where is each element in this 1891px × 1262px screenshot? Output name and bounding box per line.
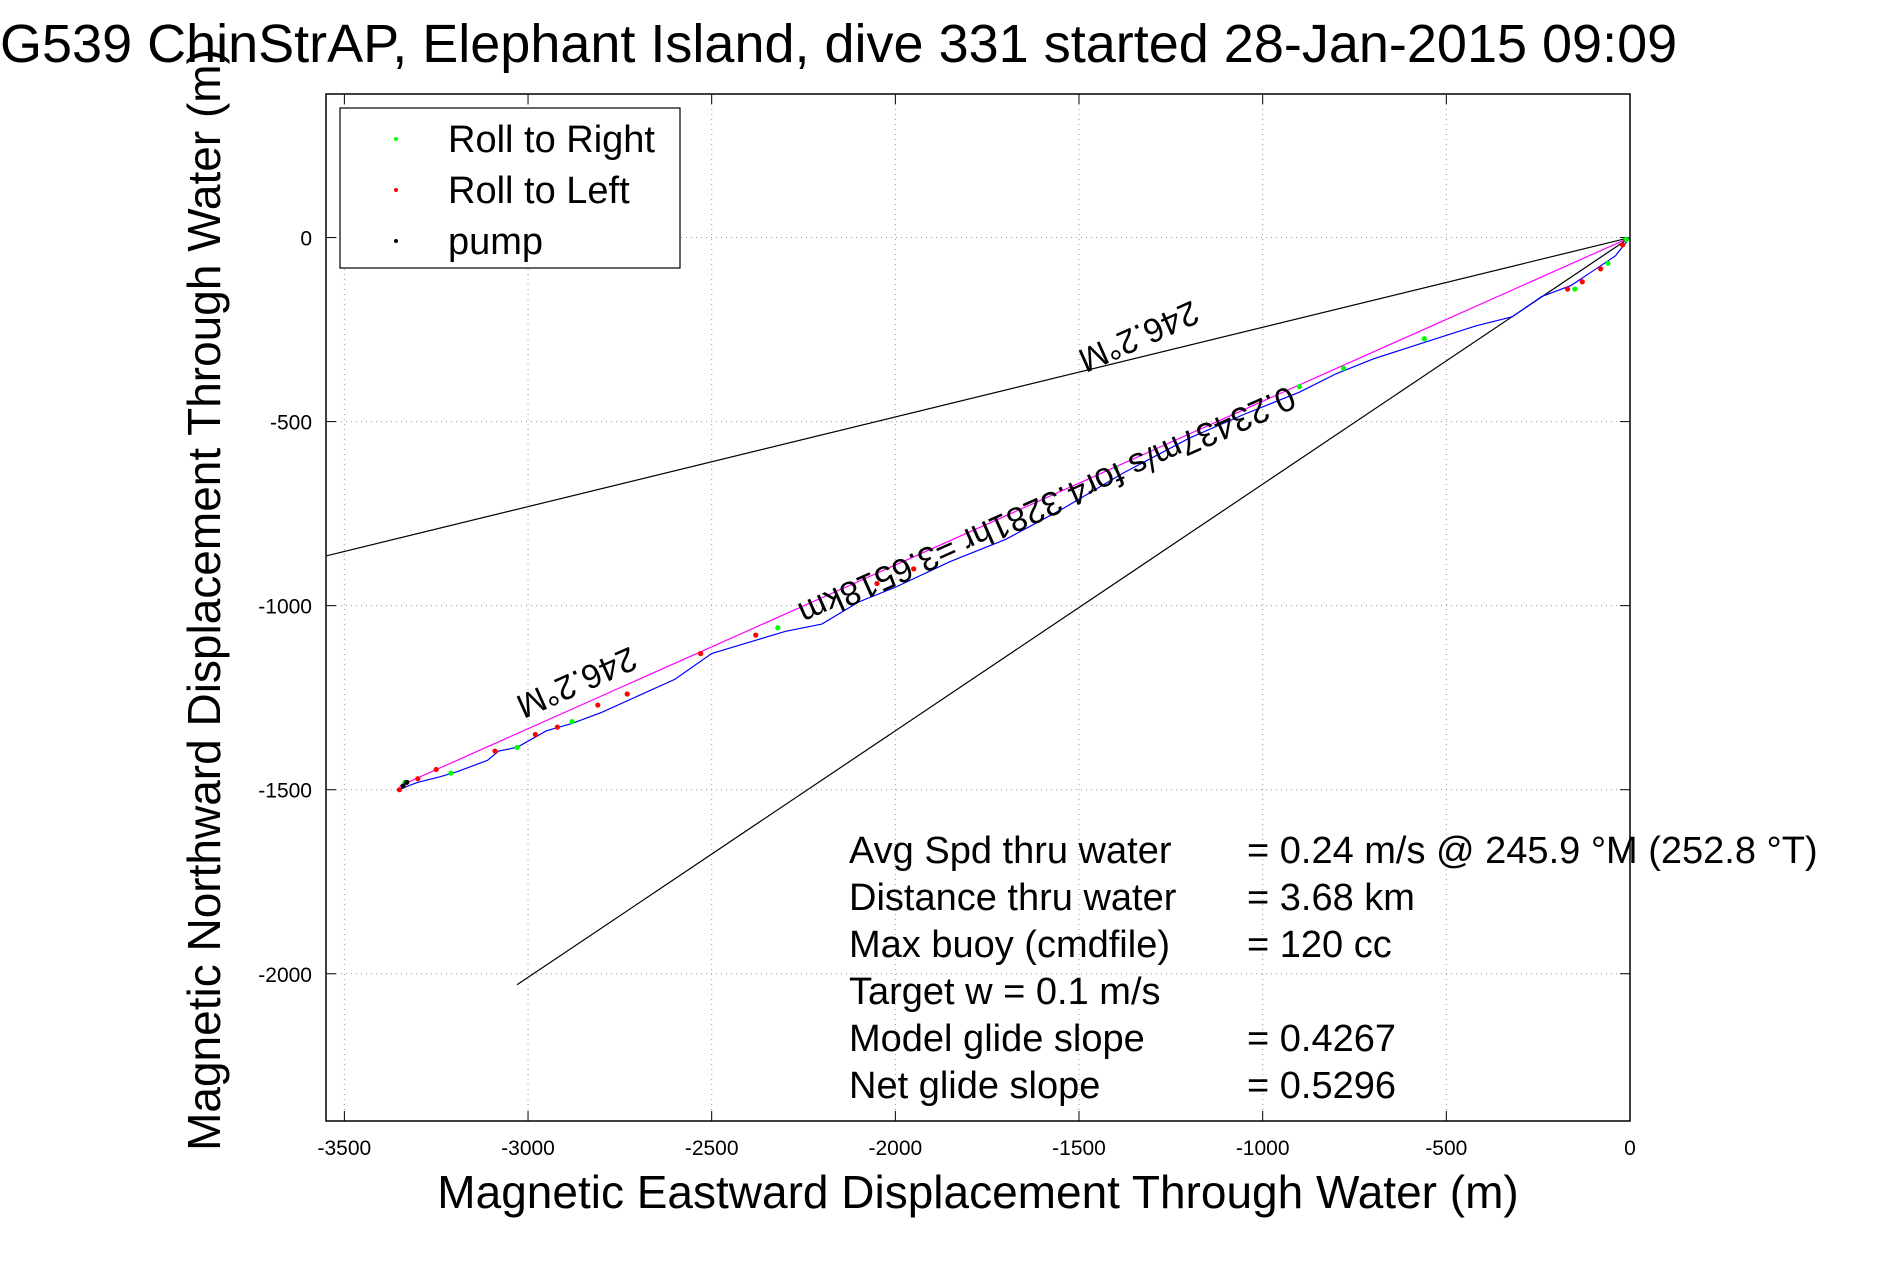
legend-label-roll-left: Roll to Left [448, 170, 630, 212]
y-tick-label: 0 [300, 228, 312, 251]
stat-avg-speed-label: Avg Spd thru water [849, 830, 1172, 872]
x-tick-label: -500 [1425, 1137, 1467, 1160]
stat-avg-speed-value: = 0.24 m/s @ 245.9 °M (252.8 °T) [1247, 830, 1818, 872]
roll-left-point [1564, 286, 1571, 292]
roll-right-point [1623, 236, 1629, 242]
roll-left-point [698, 650, 704, 657]
roll-left-point [1579, 279, 1585, 285]
stats-annotation: Avg Spd thru water = 0.24 m/s @ 245.9 °M… [849, 830, 1818, 1107]
x-tick-label: -1500 [1052, 1137, 1106, 1160]
pump-point [404, 779, 410, 785]
x-tick-label: -1000 [1236, 1137, 1290, 1160]
roll-left-point [396, 787, 403, 793]
x-axis-label: Magnetic Eastward Displacement Through W… [437, 1166, 1518, 1218]
roll-right-point [569, 719, 575, 725]
x-axis-ticks: -3500 -3000 -2500 -2000 -1500 -1000 -500 0 [318, 94, 1636, 1160]
roll-right-point [1296, 384, 1303, 390]
clipped-series [326, 236, 1630, 986]
legend: Roll to Right Roll to Left pump [339, 107, 681, 269]
y-axis-label: Magnetic Northward Displacement Through … [178, 49, 230, 1151]
x-tick-label: 0 [1624, 1137, 1636, 1160]
legend-marker-roll-right [394, 137, 398, 141]
roll-left-point [911, 566, 917, 572]
series-layer [326, 236, 1630, 986]
legend-label-roll-right: Roll to Right [448, 119, 655, 161]
y-axis-ticks: 0 -500 -1000 -1500 -2000 [258, 228, 1630, 987]
x-tick-label: -2500 [685, 1137, 739, 1160]
fan-line-1 [326, 236, 1630, 557]
roll-right-point [1340, 365, 1347, 371]
grid [326, 94, 1630, 1121]
roll-left-point [492, 748, 498, 754]
stat-distance-label: Distance thru water [849, 877, 1177, 919]
x-tick-label: -3000 [501, 1137, 555, 1160]
roll-left-point [554, 724, 561, 730]
roll-right-point [775, 625, 781, 631]
chart-title: G539 ChinStrAP, Elephant Island, dive 33… [0, 14, 1677, 74]
y-tick-label: -500 [270, 412, 312, 435]
fan-line-2 [516, 237, 1630, 986]
roll-left-point [624, 691, 630, 697]
roll-right-point [1421, 336, 1427, 342]
roll-right-point [1113, 465, 1119, 471]
roll-left-point [433, 766, 439, 773]
legend-marker-roll-left [394, 188, 398, 192]
roll-right-point [514, 744, 520, 750]
roll-left-point [1620, 242, 1626, 248]
y-tick-label: -2000 [258, 964, 312, 987]
y-tick-label: -1500 [258, 780, 312, 803]
y-tick-label: -1000 [258, 596, 312, 619]
stat-target-w: Target w = 0.1 m/s [849, 971, 1161, 1013]
stat-net-glide-label: Net glide slope [849, 1065, 1100, 1107]
heading-line [399, 237, 1630, 787]
stat-model-glide-label: Model glide slope [849, 1018, 1145, 1060]
pump-point [400, 783, 406, 789]
roll-left-point [595, 702, 601, 708]
stat-max-buoy-label: Max buoy (cmdfile) [849, 924, 1170, 966]
stat-net-glide-value: = 0.5296 [1247, 1065, 1396, 1107]
roll-left-point [753, 632, 759, 638]
x-tick-label: -2000 [868, 1137, 922, 1160]
roll-left-point [415, 776, 421, 782]
stat-max-buoy-value: = 120 cc [1247, 924, 1392, 966]
legend-marker-pump [394, 239, 398, 243]
roll-right-point [1605, 260, 1611, 266]
roll-left-point [1598, 266, 1604, 272]
x-tick-label: -3500 [318, 1137, 372, 1160]
stat-distance-value: = 3.68 km [1247, 877, 1415, 919]
roll-left-point [532, 731, 538, 738]
roll-right-point [448, 770, 454, 776]
roll-right-point [1572, 286, 1578, 292]
stat-model-glide-value: = 0.4267 [1247, 1018, 1396, 1060]
roll-left-point [874, 580, 880, 587]
legend-label-pump: pump [448, 221, 543, 263]
